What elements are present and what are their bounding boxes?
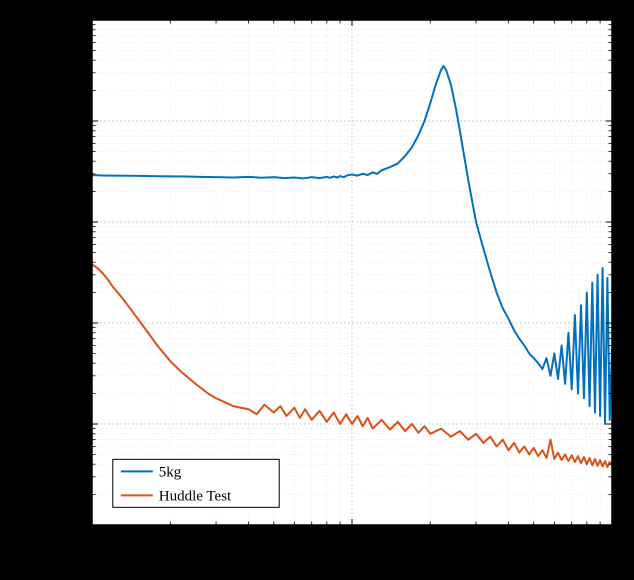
chart-svg: 5kg Huddle Test: [0, 0, 634, 580]
legend-label: Huddle Test: [159, 488, 232, 504]
legend-label: 5kg: [159, 464, 182, 480]
chart-container: 5kg Huddle Test: [0, 0, 634, 580]
